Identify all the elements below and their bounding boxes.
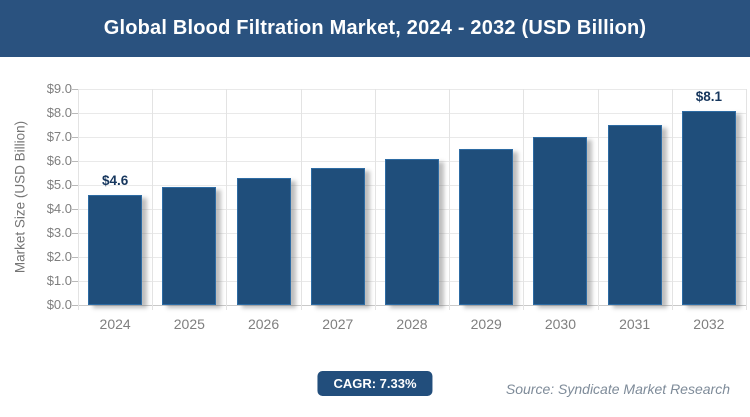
y-tick-label: $4.0: [46, 201, 72, 216]
bar-2029: [459, 149, 514, 305]
bar-2026: [236, 177, 291, 305]
y-gridline: [72, 113, 746, 114]
y-tick-label: $9.0: [46, 81, 72, 96]
y-tick-mark: [72, 233, 78, 234]
x-gridline: [746, 89, 747, 310]
bar-2024: [88, 194, 143, 305]
bar-2028: [385, 158, 439, 305]
x-tick-label: 2030: [544, 316, 577, 332]
y-tick-label: $0.0: [46, 297, 72, 312]
x-tick-label: 2025: [173, 316, 205, 332]
plot-area: [72, 89, 747, 310]
y-gridline: [72, 137, 746, 138]
bar-2032: [681, 110, 736, 305]
bar-2031: [607, 125, 662, 305]
y-tick-mark: [72, 137, 78, 138]
x-gridline: [300, 89, 302, 310]
x-gridline: [449, 89, 451, 310]
x-tick-label: 2032: [693, 316, 725, 332]
y-tick-mark: [72, 281, 78, 282]
x-tick-label: 2026: [247, 316, 280, 332]
chart-title: Global Blood Filtration Market, 2024 - 2…: [103, 17, 647, 39]
y-tick-mark: [72, 113, 78, 114]
x-gridline: [374, 89, 376, 310]
x-gridline: [597, 89, 599, 310]
title-banner: Global Blood Filtration Market, 2024 - 2…: [0, 0, 750, 57]
x-tick-label: 2024: [99, 316, 131, 332]
bar-value-label: $8.1: [695, 88, 723, 104]
y-tick-mark: [72, 161, 78, 162]
bar-value-label: $4.6: [101, 172, 129, 188]
y-gridline: [72, 305, 746, 306]
cagr-badge: CAGR: 7.33%: [317, 371, 433, 396]
y-tick-label: $8.0: [46, 105, 72, 120]
bar-2027: [310, 168, 365, 305]
y-tick-label: $6.0: [46, 153, 72, 168]
y-tick-mark: [72, 305, 78, 306]
x-gridline: [78, 89, 79, 310]
y-tick-mark: [72, 209, 78, 210]
bar-2025: [162, 187, 217, 305]
bar-2030: [533, 137, 588, 305]
y-tick-label: $5.0: [46, 177, 72, 192]
x-tick-label: 2028: [396, 316, 428, 332]
x-tick-label: 2029: [470, 316, 502, 332]
x-gridline: [523, 89, 525, 310]
y-gridline: [72, 89, 746, 90]
x-gridline: [671, 89, 673, 310]
y-tick-mark: [72, 257, 78, 258]
x-tick-label: 2027: [322, 316, 354, 332]
y-tick-label: $1.0: [46, 273, 72, 288]
x-gridline: [152, 89, 154, 310]
y-tick-mark: [72, 89, 78, 90]
x-tick-label: 2031: [619, 316, 651, 332]
y-tick-label: $3.0: [46, 225, 72, 240]
y-tick-label: $7.0: [46, 129, 72, 144]
source-note: Source: Syndicate Market Research: [505, 381, 730, 397]
y-axis-title: Market Size (USD Billion): [12, 120, 28, 274]
y-tick-mark: [72, 185, 78, 186]
y-tick-label: $2.0: [46, 249, 72, 264]
x-gridline: [226, 89, 228, 310]
